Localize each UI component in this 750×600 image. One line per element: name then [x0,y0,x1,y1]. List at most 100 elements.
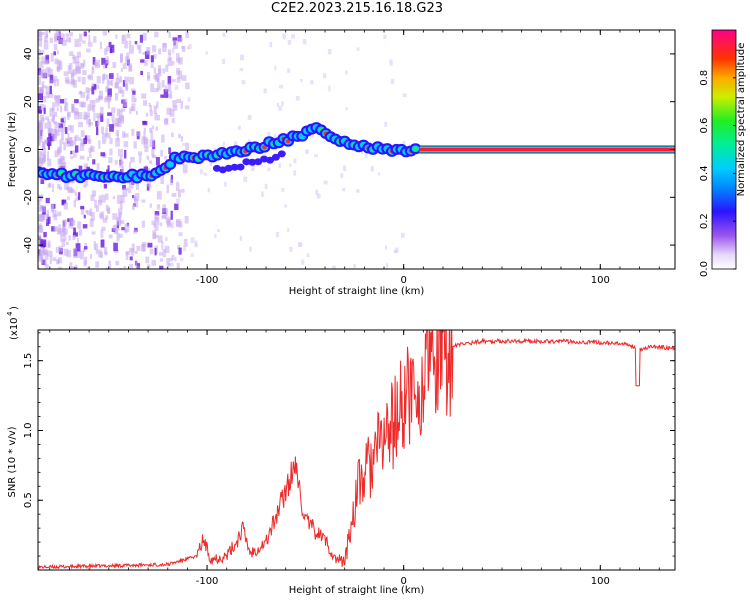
noise-speckle [75,243,81,252]
noise-speckle [47,158,52,167]
noise-speckle [40,151,46,156]
noise-speckle [152,230,156,240]
snr-line [38,330,675,570]
noise-speckle [93,112,96,121]
noise-speckle [130,156,135,163]
noise-speckle [43,139,48,144]
noise-speckle [69,32,73,37]
noise-speckle [96,122,100,126]
noise-speckle [108,41,112,48]
noise-speckle [62,219,67,228]
noise-speckle [103,183,107,189]
noise-speckle [54,111,58,117]
noise-speckle [284,204,288,208]
noise-speckle [132,195,135,199]
noise-speckle [109,148,113,156]
noise-speckle [172,40,178,49]
noise-speckle [122,131,126,138]
noise-speckle [154,247,157,256]
noise-speckle [128,188,132,194]
noise-speckle [38,129,43,138]
noise-speckle [82,70,87,76]
noise-speckle [144,51,150,59]
noise-speckle [84,242,88,247]
noise-speckle [53,226,59,232]
noise-speckle [171,48,175,54]
noise-speckle [79,90,83,95]
noise-speckle [144,136,148,145]
noise-speckle [157,235,163,243]
noise-speckle [147,72,151,79]
noise-speckle [149,139,155,148]
noise-speckle [70,189,76,194]
noise-speckle [223,182,227,187]
noise-speckle [50,134,55,142]
noise-speckle [287,228,290,233]
noise-speckle [61,125,66,132]
noise-speckle [164,155,168,160]
noise-speckle [188,44,192,49]
noise-speckle [48,132,52,139]
noise-speckle [129,76,134,85]
noise-speckle [105,133,108,138]
noise-speckle [169,108,175,117]
noise-speckle [105,86,108,93]
noise-speckle [71,103,75,112]
noise-speckle [70,72,74,81]
noise-speckle [133,229,138,234]
noise-speckle [107,100,110,109]
noise-speckle [62,162,67,171]
noise-speckle [160,149,163,157]
noise-speckle [136,44,140,50]
noise-speckle [84,135,88,140]
noise-speckle [154,225,159,231]
noise-speckle [109,124,114,132]
noise-speckle [87,104,91,112]
noise-speckle [65,33,70,38]
noise-speckle [131,205,135,211]
noise-speckle [114,122,120,127]
noise-speckle [104,247,108,255]
noise-speckle [105,127,108,136]
noise-speckle [44,252,49,260]
noise-speckle [126,33,131,39]
noise-speckle [115,138,120,147]
noise-speckle [121,166,124,175]
noise-speckle [239,68,244,72]
noise-speckle [43,248,48,255]
noise-speckle [281,188,285,192]
noise-speckle [267,131,271,138]
noise-speckle [370,166,374,172]
noise-speckle [131,95,136,103]
noise-speckle [194,242,198,248]
noise-speckle [157,82,161,91]
noise-speckle [78,165,83,174]
noise-speckle [161,240,164,250]
noise-speckle [148,185,152,189]
noise-speckle [50,52,54,62]
noise-speckle [128,65,132,72]
noise-speckle [84,178,89,186]
noise-speckle [142,120,147,124]
noise-speckle [68,218,72,223]
noise-speckle [70,217,74,224]
noise-speckle [122,98,128,107]
noise-speckle [291,34,295,39]
y-multiplier-close: ) [9,306,20,310]
noise-speckle [141,241,147,247]
noise-speckle [39,246,44,254]
noise-speckle [91,231,96,235]
noise-speckle [93,84,97,90]
bottom-ytick-label: 1.5 [23,353,34,369]
noise-speckle [86,135,91,141]
noise-speckle [82,224,88,229]
noise-speckle [278,163,282,168]
noise-speckle [141,199,146,203]
noise-speckle [77,221,82,229]
noise-speckle [105,46,111,52]
noise-speckle [63,181,69,190]
noise-speckle [125,251,129,260]
noise-speckle [146,264,151,269]
noise-speckle [116,73,119,80]
noise-speckle [101,126,105,134]
